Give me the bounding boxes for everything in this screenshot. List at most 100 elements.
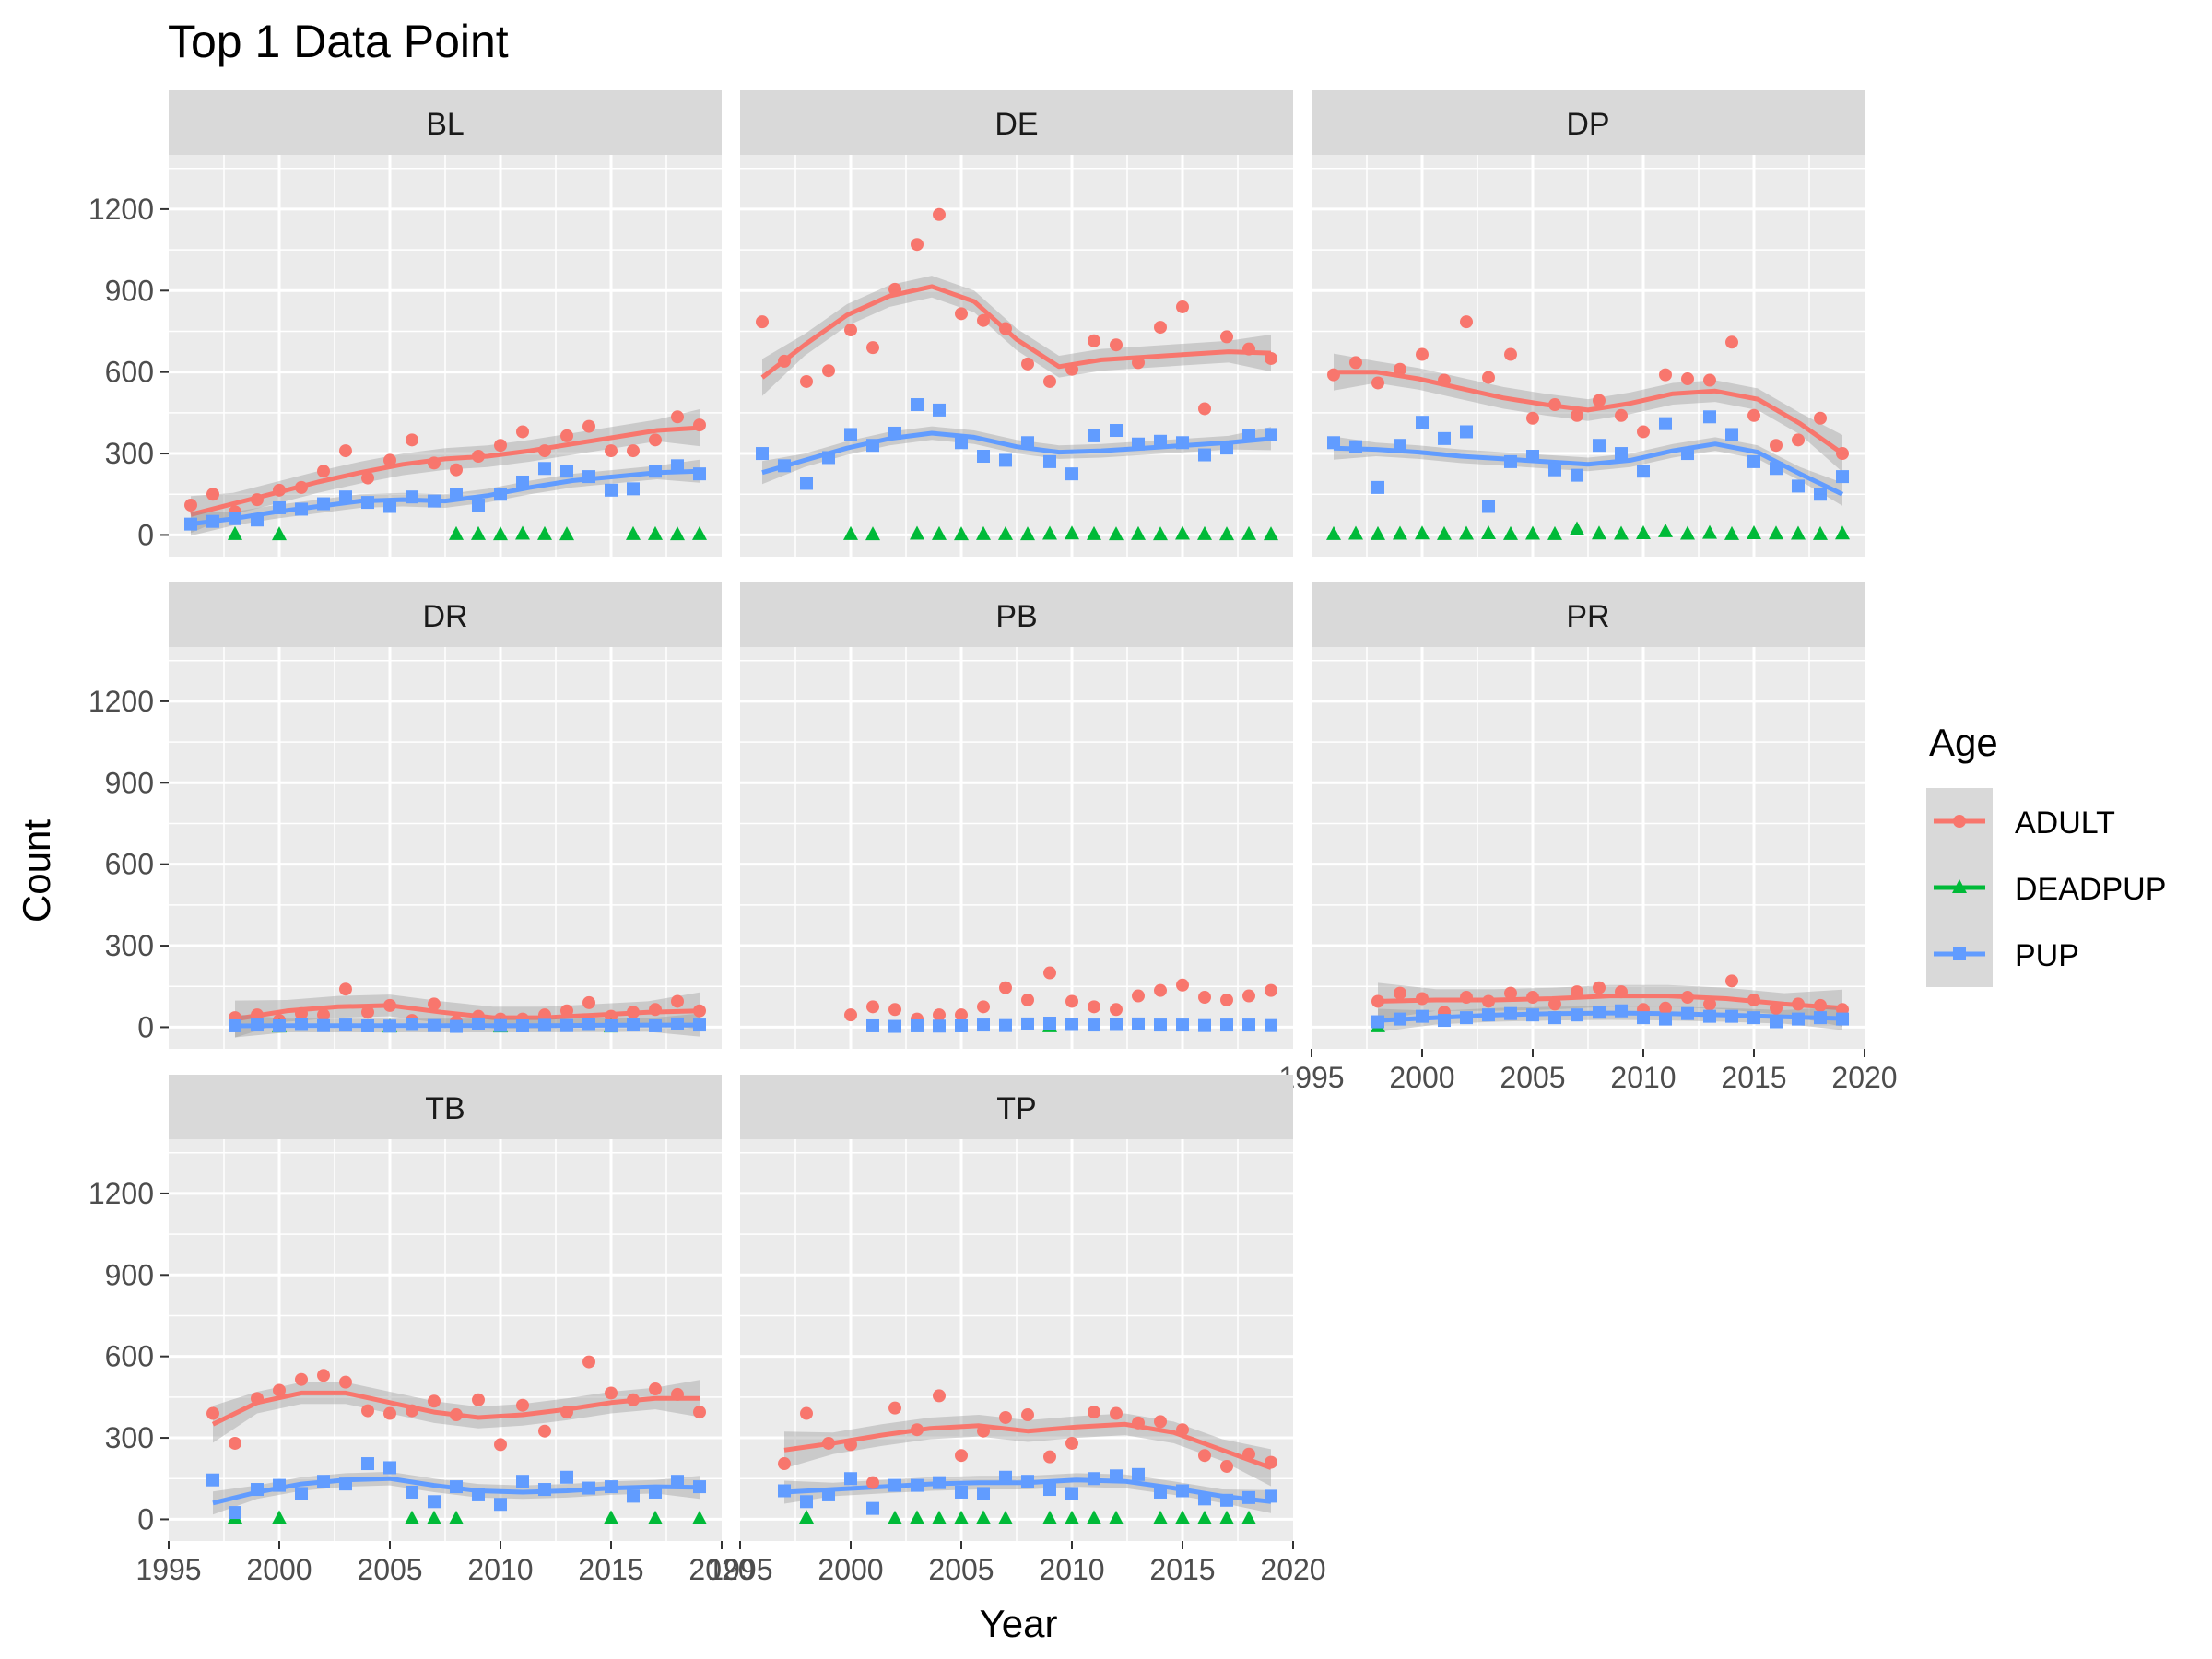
data-point-deadpup (1087, 525, 1101, 540)
data-point-adult (888, 1401, 901, 1415)
data-point-adult (273, 1383, 286, 1397)
smooth-line-pup (234, 1022, 700, 1029)
data-point-pup (933, 1019, 946, 1033)
data-point-deadpup (692, 525, 707, 540)
y-tick-label: 600 (105, 1340, 154, 1373)
data-point-deadpup (670, 526, 685, 541)
data-point-pup (999, 1470, 1012, 1484)
data-point-adult (428, 1394, 441, 1408)
data-point-adult (494, 439, 507, 453)
data-point-adult (977, 1000, 990, 1014)
data-point-pup (844, 428, 857, 441)
data-point-pup (383, 1461, 396, 1475)
data-point-adult (1242, 342, 1255, 356)
data-point-adult (383, 1406, 396, 1420)
data-point-adult (1548, 997, 1561, 1011)
data-point-deadpup (1525, 525, 1540, 540)
data-point-deadpup (449, 525, 464, 540)
data-point-pup (1593, 439, 1606, 453)
x-tick-label: 2010 (467, 1553, 533, 1586)
data-point-adult (1043, 374, 1056, 388)
data-point-adult (1814, 411, 1827, 425)
data-point-pup (1176, 1484, 1189, 1498)
data-point-adult (251, 1392, 264, 1406)
data-point-pup (911, 398, 924, 412)
data-point-deadpup (1241, 525, 1256, 540)
data-point-adult (822, 364, 835, 378)
data-point-pup (1088, 1472, 1100, 1486)
data-point-pup (1482, 500, 1495, 513)
data-point-deadpup (954, 526, 969, 541)
facet-panel-tp: TP 1995 2000 2005 2010 2015 2020 (707, 1075, 1326, 1586)
data-point-adult (977, 1424, 990, 1438)
data-point-deadpup (1197, 1510, 1212, 1524)
data-point-adult (1021, 1408, 1034, 1422)
data-point-pup (428, 1495, 441, 1509)
data-point-deadpup (1481, 524, 1496, 539)
data-point-adult (671, 994, 684, 1008)
data-point-adult (1526, 411, 1539, 425)
data-point-adult (1615, 408, 1628, 422)
data-point-adult (251, 1008, 264, 1022)
data-point-adult (693, 1004, 706, 1018)
data-point-pup (627, 1489, 640, 1503)
data-point-pup (1132, 437, 1145, 451)
data-point-adult (295, 1006, 308, 1020)
data-point-deadpup (1219, 1510, 1234, 1524)
data-point-deadpup (1680, 525, 1695, 540)
data-point-deadpup (1747, 524, 1761, 539)
data-point-deadpup (976, 525, 991, 540)
data-point-pup (888, 1019, 901, 1033)
data-point-pup (649, 1018, 662, 1032)
data-point-deadpup (1592, 525, 1606, 540)
data-point-pup (1394, 1012, 1406, 1026)
data-point-adult (560, 1004, 573, 1018)
data-point-adult (955, 1008, 968, 1022)
data-point-pup (1242, 1018, 1255, 1032)
x-tick-label: 2020 (1831, 1061, 1897, 1094)
data-point-pup (866, 1501, 879, 1515)
data-point-deadpup (648, 1510, 663, 1524)
data-point-pup (1065, 1018, 1078, 1031)
data-point-pup (494, 488, 507, 501)
data-point-pup (627, 482, 640, 496)
data-point-deadpup (1087, 1510, 1101, 1524)
data-point-pup (406, 1485, 418, 1499)
data-point-pup (206, 514, 219, 528)
data-point-adult (1615, 985, 1628, 999)
data-point-adult (627, 1393, 640, 1406)
smooth-line-adult (1377, 994, 1843, 1011)
data-point-pup (671, 459, 684, 473)
data-point-pup (693, 467, 706, 481)
data-point-deadpup (1109, 526, 1124, 541)
x-tick-label: 2000 (818, 1553, 883, 1586)
data-point-deadpup (998, 1510, 1013, 1524)
data-point-deadpup (865, 526, 880, 541)
data-point-pup (1814, 488, 1827, 501)
data-point-adult (560, 429, 573, 442)
data-point-adult (1088, 1000, 1100, 1014)
data-point-pup (800, 1495, 813, 1509)
data-point-deadpup (1437, 525, 1452, 540)
data-point-deadpup (910, 525, 924, 540)
data-point-pup (1836, 1012, 1849, 1026)
data-point-adult (1548, 398, 1561, 412)
data-point-pup (649, 465, 662, 478)
data-point-deadpup (799, 1509, 814, 1524)
data-point-pup (1548, 1011, 1561, 1025)
x-tick-label: 2015 (1149, 1553, 1215, 1586)
data-point-pup (450, 1480, 463, 1494)
data-point-pup (1154, 1485, 1167, 1499)
data-point-deadpup (471, 525, 486, 540)
data-point-pup (538, 1018, 551, 1032)
data-point-deadpup (932, 1510, 947, 1524)
legend-label: DEADPUP (2015, 872, 2166, 907)
data-point-deadpup (1769, 525, 1783, 540)
data-point-pup (888, 426, 901, 440)
data-point-deadpup (272, 526, 287, 541)
data-point-pup (1571, 1008, 1583, 1022)
data-point-deadpup (1197, 525, 1212, 540)
data-point-pup (605, 1018, 618, 1032)
data-point-pup (361, 1457, 374, 1471)
